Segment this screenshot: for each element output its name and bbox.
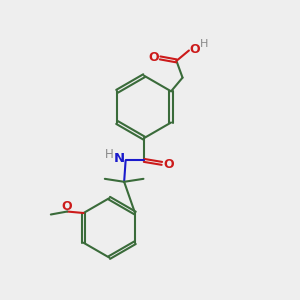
Text: N: N bbox=[113, 152, 125, 165]
Text: O: O bbox=[163, 158, 174, 171]
Text: H: H bbox=[105, 148, 114, 161]
Text: O: O bbox=[61, 200, 72, 213]
Text: O: O bbox=[148, 51, 159, 64]
Text: H: H bbox=[200, 39, 208, 49]
Text: O: O bbox=[190, 44, 200, 56]
